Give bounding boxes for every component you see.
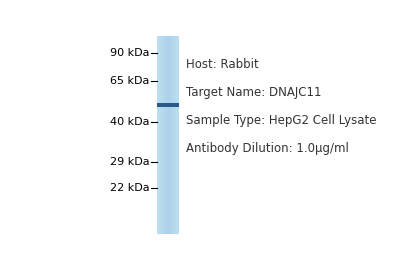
Bar — [157, 103, 179, 107]
Text: Target Name: DNAJC11: Target Name: DNAJC11 — [186, 86, 322, 99]
Text: Host: Rabbit: Host: Rabbit — [186, 58, 259, 72]
Text: Antibody Dilution: 1.0µg/ml: Antibody Dilution: 1.0µg/ml — [186, 142, 349, 155]
Text: 90 kDa: 90 kDa — [110, 48, 149, 58]
Text: 29 kDa: 29 kDa — [110, 156, 149, 167]
Text: 65 kDa: 65 kDa — [110, 76, 149, 87]
Text: 22 kDa: 22 kDa — [110, 183, 149, 193]
Text: 40 kDa: 40 kDa — [110, 117, 149, 128]
Text: Sample Type: HepG2 Cell Lysate: Sample Type: HepG2 Cell Lysate — [186, 114, 377, 127]
